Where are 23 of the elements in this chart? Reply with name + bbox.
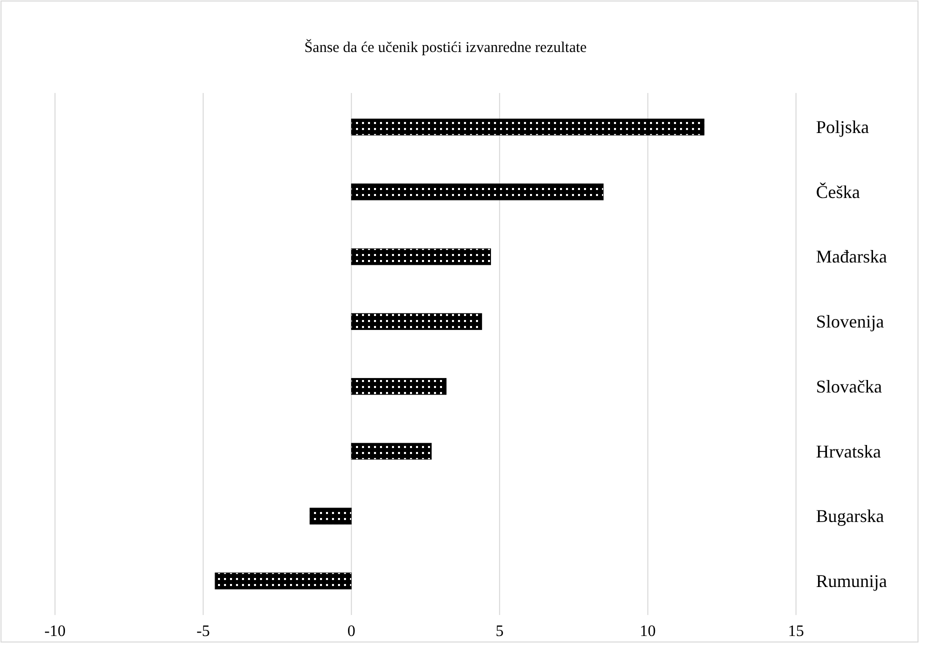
bar bbox=[351, 313, 482, 330]
x-tick-label: 5 bbox=[496, 623, 504, 640]
y-tick-label: Češka bbox=[816, 182, 860, 202]
bar bbox=[351, 442, 432, 460]
y-tick-label: Slovačka bbox=[816, 376, 882, 396]
bar bbox=[351, 378, 446, 395]
y-tick-label: Rumunija bbox=[816, 570, 888, 591]
chart-title: Šanse da će učenik postići izvanredne rezultate bbox=[304, 39, 588, 56]
x-tick-label: 10 bbox=[640, 623, 656, 640]
bar bbox=[351, 118, 704, 136]
x-tick-label: -5 bbox=[196, 623, 210, 640]
y-tick-label: Hrvatska bbox=[816, 441, 881, 462]
bar bbox=[351, 184, 604, 200]
x-tick-label: 15 bbox=[788, 623, 804, 640]
x-tick-label: -10 bbox=[44, 623, 66, 640]
y-tick-label: Mađarska bbox=[816, 246, 887, 267]
y-tick-label: Poljska bbox=[816, 117, 870, 138]
y-tick-label: Bugarska bbox=[816, 506, 884, 526]
y-tick-label: Slovenija bbox=[816, 312, 884, 332]
bar bbox=[310, 508, 352, 524]
bar bbox=[214, 572, 352, 590]
x-tick-label: 0 bbox=[347, 623, 356, 640]
bar bbox=[351, 248, 491, 266]
